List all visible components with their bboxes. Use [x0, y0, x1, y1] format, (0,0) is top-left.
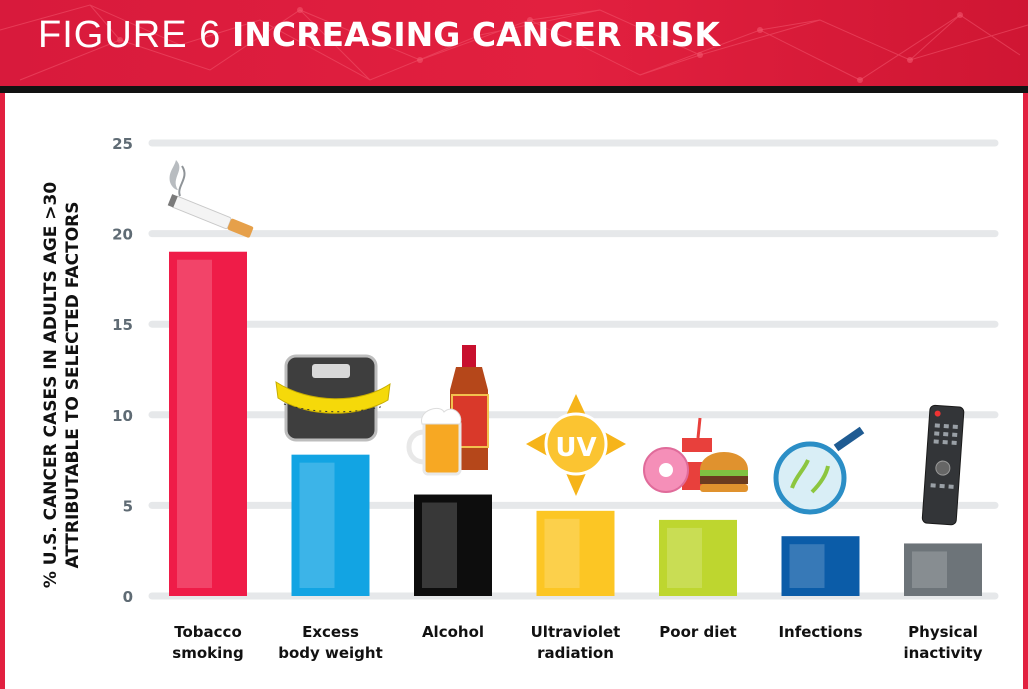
x-tick-label: Physical inactivity — [878, 622, 1008, 664]
y-tick-label: 0 — [123, 588, 133, 606]
uv-sun-icon: UV — [526, 394, 626, 496]
bar-highlight — [544, 518, 580, 588]
bar — [169, 251, 247, 596]
figure-header: FIGURE 6 INCREASING CANCER RISK — [0, 0, 1028, 86]
bar — [659, 519, 737, 596]
bar — [536, 510, 615, 596]
page-title: INCREASING CANCER RISK — [232, 15, 720, 54]
x-tick-label-line: inactivity — [903, 644, 983, 662]
bar-highlight — [177, 259, 212, 588]
bar-highlight — [912, 551, 947, 588]
x-tick-label-line: body weight — [278, 644, 383, 662]
scale-with-tape-icon — [275, 354, 391, 442]
y-tick-label: 25 — [112, 135, 133, 153]
beer-and-bottle-icon — [406, 345, 489, 476]
frame-left — [0, 93, 5, 689]
junk-food-icon — [643, 417, 748, 493]
factor-illustrations: UV — [167, 160, 965, 526]
bar — [414, 494, 492, 596]
x-tick-label-line: Poor diet — [659, 623, 737, 641]
header-rule — [0, 86, 1028, 93]
x-tick-label: Alcohol — [388, 622, 518, 643]
x-tick-label: Poor diet — [633, 622, 763, 643]
bar-highlight — [667, 527, 702, 588]
y-tick-label: 20 — [112, 226, 133, 244]
x-tick-label: Ultraviolet radiation — [511, 622, 641, 664]
x-tick-label-line: Ultraviolet — [530, 623, 621, 641]
y-tick-label: 5 — [123, 497, 133, 515]
frame-right — [1023, 93, 1028, 689]
x-tick-label-line: Excess — [302, 623, 359, 641]
x-tick-label-line: Infections — [778, 623, 863, 641]
bar-highlight — [422, 502, 457, 588]
cigarette-icon — [167, 160, 254, 238]
x-tick-label: Excess body weight — [266, 622, 396, 664]
bar — [904, 543, 982, 596]
x-tick-label-line: Tobacco — [174, 623, 242, 641]
network-pattern — [0, 4, 1028, 83]
y-tick-label: 10 — [112, 407, 133, 425]
bar-highlight — [299, 462, 335, 588]
x-tick-label: Infections — [756, 622, 886, 643]
bar — [781, 536, 860, 596]
magnifier-bacteria-icon — [773, 426, 865, 515]
y-tick-label: 15 — [112, 316, 133, 334]
remote-control-icon — [921, 404, 965, 526]
figure-label: FIGURE 6 — [38, 14, 222, 56]
x-tick-label: Tobacco smoking — [143, 622, 273, 664]
x-tick-label-line: Physical — [908, 623, 978, 641]
x-tick-label-line: Alcohol — [421, 623, 485, 641]
bar-highlight — [789, 544, 825, 588]
x-tick-label-line: smoking — [172, 644, 244, 662]
svg-text:UV: UV — [555, 433, 596, 463]
x-tick-label-line: radiation — [537, 644, 614, 662]
bar — [291, 454, 370, 596]
